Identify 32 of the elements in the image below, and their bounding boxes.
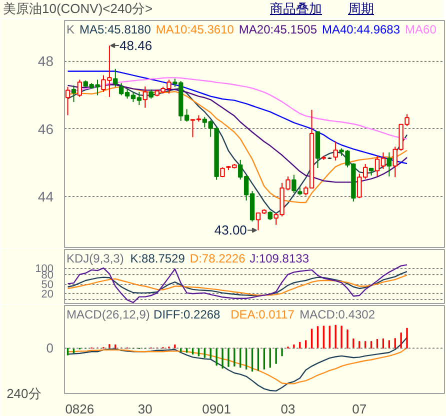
x-tick-label: 07 (352, 402, 367, 416)
text: MA40:44.9683 (322, 22, 400, 36)
y-tick-label: 46 (38, 120, 54, 137)
y-tick-label: 80 (41, 269, 54, 282)
series-label: K:88.7529 (130, 252, 186, 266)
y-tick-label: 48 (38, 53, 54, 70)
y-tick-label: 20 (41, 288, 54, 301)
x-tick-label: 30 (138, 402, 152, 416)
series-label: J:109.8133 (250, 252, 310, 266)
series-label: D:78.2226 (190, 252, 246, 266)
y-tick-label: 44 (38, 188, 54, 204)
y-tick-label: 50 (41, 279, 54, 292)
text: 0 (46, 340, 54, 356)
x-tick-label: 0901 (202, 402, 232, 416)
text: DIFF:0.2268 (154, 308, 221, 322)
annotation: 43.00 (214, 222, 247, 238)
text: MA10:45.3610 (156, 22, 234, 36)
text: MA60 (405, 22, 437, 36)
legend-title: K (66, 22, 75, 36)
text: MA20:45.1505 (238, 22, 318, 36)
chart-title: 美原油10(CONV)<240分> (2, 0, 153, 18)
x-tick-label: 0826 (65, 402, 94, 416)
x-tick-label: 03 (280, 402, 296, 416)
series-label: MACD:0.4302 (300, 308, 376, 322)
text: MA5:45.8180 (80, 22, 152, 36)
text: 商品叠加 (270, 1, 322, 16)
text: DEA:0.0117 (230, 308, 295, 322)
x-axis-title: 240分 (6, 386, 42, 401)
legend-title: KDJ(9,3,3) (66, 252, 124, 266)
text: 周期 (348, 1, 374, 16)
legend-title: MACD(26,12,9) (66, 308, 150, 322)
annotation: 48.46 (120, 38, 152, 54)
